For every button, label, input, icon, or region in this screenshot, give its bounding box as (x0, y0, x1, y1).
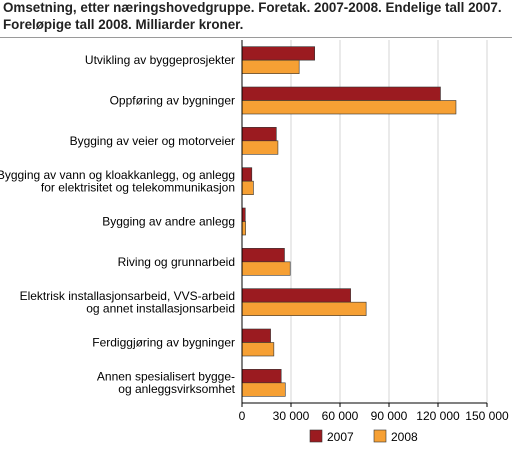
bar-2008-4 (241, 221, 246, 236)
bar-2008-8 (241, 382, 286, 397)
legend-label-2007: 2007 (327, 430, 354, 444)
bar-2007-2 (241, 127, 277, 142)
category-label: Ferdiggjøring av bygninger (92, 336, 235, 350)
x-tick-label: 120 000 (416, 409, 460, 423)
category-label: Bygging av veier og motorveier (70, 134, 235, 148)
bar-2007-6 (241, 288, 351, 303)
category-label: Utvikling av byggeprosjekter (85, 53, 235, 67)
bar-2007-3 (241, 167, 253, 182)
bar-2007-8 (241, 369, 282, 384)
bar-2007-1 (241, 86, 441, 101)
bar-2007-5 (241, 248, 285, 263)
x-tick-labels: 0 30 000 60 000 90 000 120 000 150 000 (239, 409, 509, 423)
category-label: Bygging av andre anlegg (102, 215, 235, 229)
legend-swatch-2007 (309, 429, 323, 443)
legend-label-2008: 2008 (391, 430, 418, 444)
title-divider (0, 37, 512, 38)
bar-2008-0 (241, 59, 300, 74)
x-tick-label: 30 000 (273, 409, 310, 423)
x-tick-label: 0 (239, 409, 246, 423)
category-label: Oppføring av bygninger (110, 94, 235, 108)
legend: 2007 2008 (309, 429, 418, 444)
x-tick-label: 150 000 (465, 409, 509, 423)
bar-2008-2 (241, 140, 279, 155)
category-label: Annen spesialisert bygge- (97, 370, 235, 384)
bar-2007-7 (241, 328, 271, 343)
chart-title-line-2: Foreløpige tall 2008. Milliarder kroner. (3, 16, 244, 32)
category-label: Elektrisk installasjonsarbeid, VVS-arbei… (20, 289, 235, 303)
chart-title-line-1: Omsetning, etter næringshovedgruppe. For… (3, 0, 502, 15)
x-tick-label: 60 000 (322, 409, 359, 423)
bar-2008-3 (241, 180, 254, 195)
legend-swatch-2008 (373, 429, 387, 443)
bar-2008-1 (241, 100, 457, 115)
bar-2008-6 (241, 301, 367, 316)
category-label: og anleggsvirksomhet (118, 382, 235, 396)
category-label: Riving og grunnarbeid (118, 255, 235, 269)
category-label: Bygging av vann og kloakkanlegg, og anle… (0, 168, 235, 182)
x-tick-label: 90 000 (371, 409, 408, 423)
chart-title: Omsetning, etter næringshovedgruppe. For… (3, 0, 511, 33)
axes (241, 40, 488, 407)
bar-2007-0 (241, 46, 315, 61)
bar-2008-5 (241, 261, 291, 276)
bar-2008-7 (241, 342, 275, 357)
category-label: og annet installasjonsarbeid (86, 301, 235, 315)
category-label: for elektrisitet og telekommunikasjon (41, 180, 235, 194)
category-labels: Utvikling av byggeprosjekter Oppføring av… (0, 53, 236, 396)
bars (241, 46, 457, 397)
